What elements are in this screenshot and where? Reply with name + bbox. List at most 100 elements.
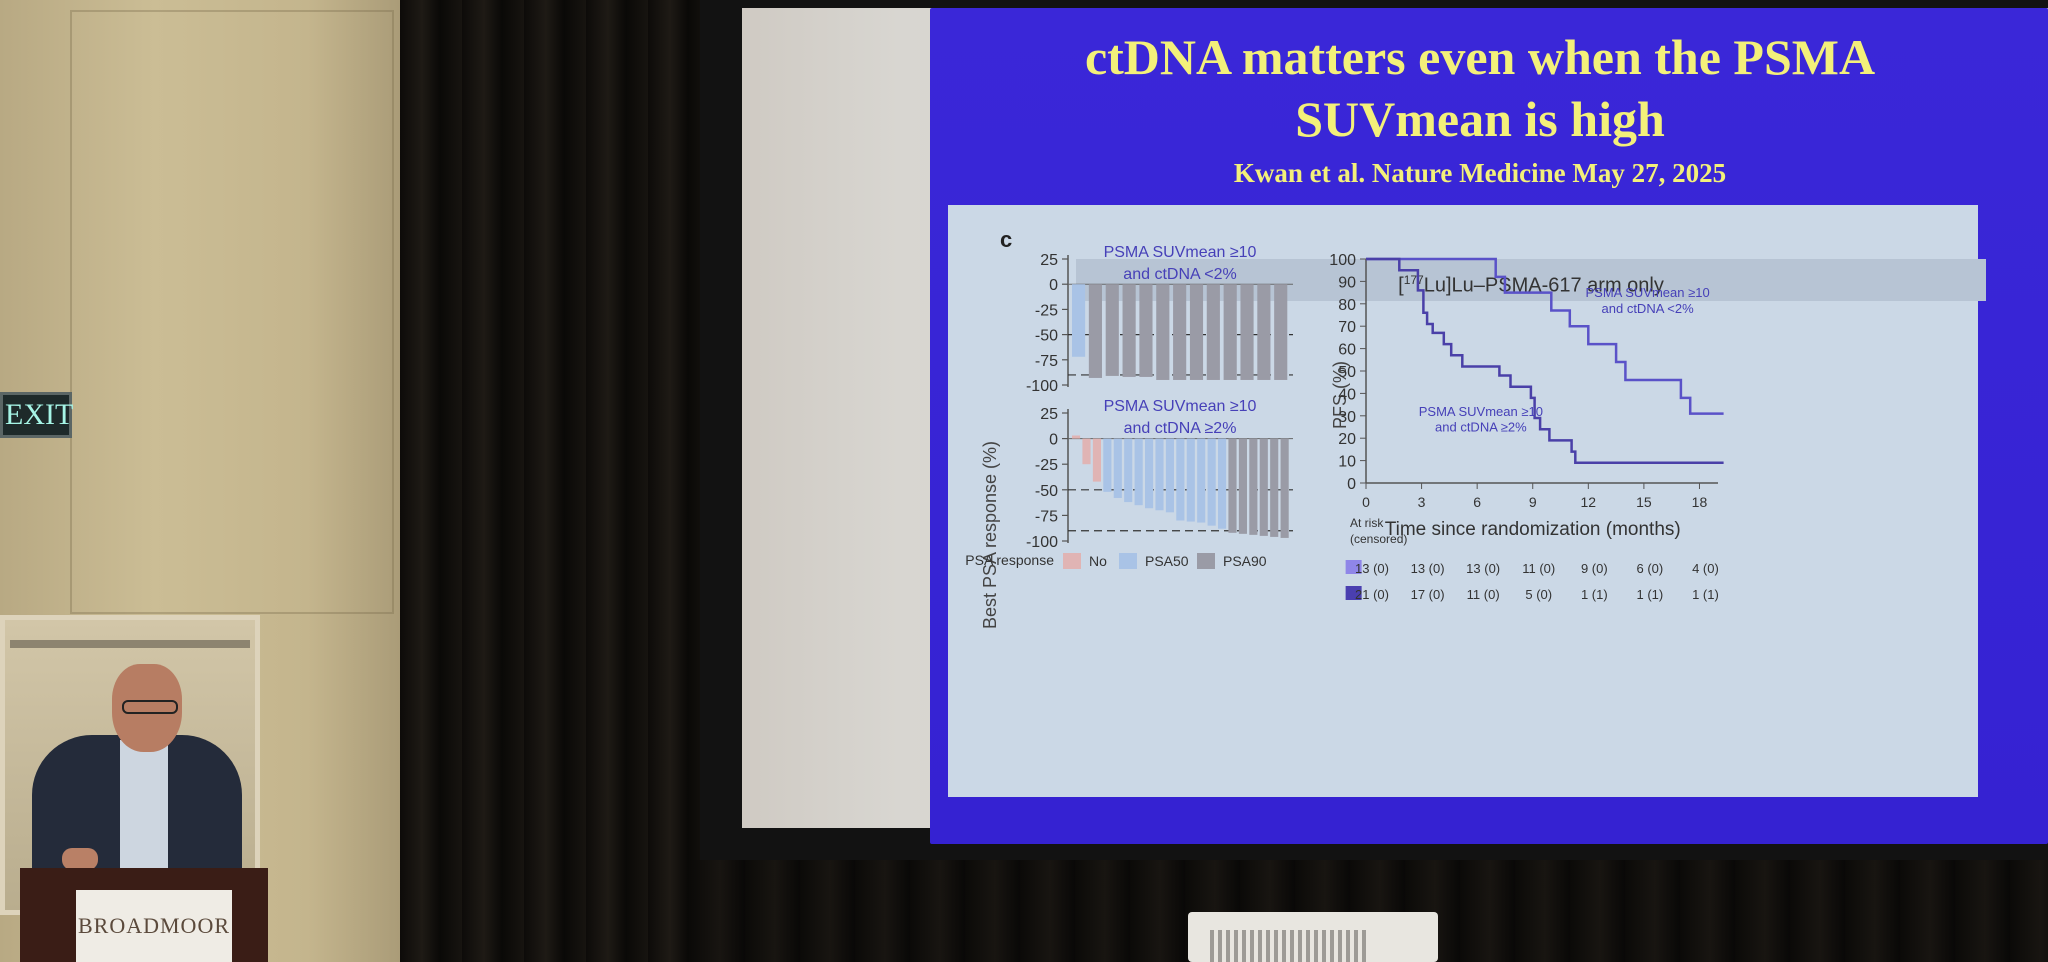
waterfall-bottom-bar: [1176, 438, 1185, 521]
speaker-shirt: [120, 740, 168, 870]
waterfall-top-tick-label: 25: [1040, 252, 1058, 269]
at-risk-cell: 1 (1): [1581, 587, 1608, 602]
waterfall-bottom-tick-label: -50: [1035, 483, 1058, 500]
speaker-glasses: [122, 700, 178, 714]
figure-charts: Best PSA response (%) PFS (%) 25 0 -25 -50 -…: [965, 244, 1724, 629]
km-y-tick-label: 40: [1338, 386, 1356, 403]
stage-curtain: [400, 0, 700, 962]
wall-panel: [70, 10, 394, 614]
waterfall-top-bar: [1122, 284, 1136, 377]
waterfall-bottom-bar: [1165, 438, 1174, 513]
waterfall-top-tick-label: -75: [1035, 353, 1058, 370]
waterfall-y-axis-label: Best PSA response (%): [980, 441, 1000, 629]
at-risk-label-line1: At risk: [1350, 516, 1384, 530]
waterfall-top-bar: [1274, 284, 1288, 380]
waterfall-top-bar: [1156, 284, 1170, 380]
km-y-axis-label: PFS (%): [1330, 361, 1350, 429]
km-x-tick-label: 9: [1529, 494, 1537, 510]
at-risk-cell: 11 (0): [1522, 561, 1555, 576]
km-y-tick-label: 0: [1347, 476, 1356, 493]
speaker-hand: [62, 848, 98, 870]
projector-grill: [1210, 930, 1370, 962]
at-risk-cell: 9 (0): [1581, 561, 1608, 576]
legend-swatch: [1063, 553, 1081, 569]
legend-swatch: [1119, 553, 1137, 569]
at-risk-cell: 13 (0): [1411, 561, 1445, 576]
at-risk-row-swatch: [1345, 586, 1362, 600]
at-risk-cell: 13 (0): [1355, 561, 1389, 576]
km-x-axis-label: Time since randomization (months): [1385, 519, 1681, 540]
at-risk-cell: 17 (0): [1411, 587, 1445, 602]
waterfall-bottom-bar: [1186, 438, 1195, 522]
slide-title-line1: ctDNA matters even when the PSMA: [1084, 29, 1876, 85]
at-risk-cell: 21 (0): [1355, 587, 1389, 602]
waterfall-top-tick-label: -100: [1026, 378, 1058, 395]
waterfall-bottom-bar: [1249, 438, 1258, 535]
waterfall-top-bar: [1223, 284, 1237, 380]
at-risk-cell: 1 (1): [1692, 587, 1719, 602]
waterfall-bottom-bar: [1280, 438, 1289, 538]
waterfall-bottom-bar: [1072, 435, 1081, 439]
km-series-1-label-line2: and ctDNA <2%: [1602, 301, 1695, 316]
km-x-tick-label: 12: [1581, 494, 1597, 510]
km-series-1-line: [1366, 257, 1724, 415]
waterfall-top-bar: [1240, 284, 1254, 380]
at-risk-label-line2: (censored): [1350, 532, 1407, 546]
door-bar: [10, 640, 250, 648]
waterfall-bottom-tick-label: 0: [1049, 432, 1058, 449]
km-y-tick-label: 60: [1338, 342, 1356, 359]
km-y-tick-label: 20: [1338, 431, 1356, 448]
at-risk-cell: 11 (0): [1467, 587, 1500, 602]
exit-sign: EXIT: [0, 392, 73, 438]
km-x-tick-label: 18: [1692, 494, 1708, 510]
waterfall-bottom-bar: [1197, 438, 1206, 523]
waterfall-bottom-bar: [1145, 438, 1154, 509]
waterfall-top-bar: [1257, 284, 1271, 380]
km-series-1-label-line1: PSMA SUVmean ≥10: [1585, 285, 1709, 300]
slide-title-line2: SUVmean is high: [1295, 91, 1665, 147]
km-y-tick-label: 90: [1338, 274, 1356, 291]
km-x-tick-label: 15: [1636, 494, 1652, 510]
waterfall-top-tick-label: -25: [1035, 302, 1058, 319]
panel-letter: c: [1000, 227, 1013, 252]
at-risk-cell: 5 (0): [1525, 587, 1552, 602]
waterfall-bottom-tick-label: -100: [1026, 534, 1058, 551]
legend-label: PSA50: [1145, 553, 1189, 569]
km-series-2-line: [1366, 257, 1724, 465]
waterfall-bottom-bar: [1207, 438, 1216, 526]
at-risk-cell: 13 (0): [1466, 561, 1500, 576]
waterfall-top-bar: [1173, 284, 1187, 380]
waterfall-bottom-annotation-line1: PSMA SUVmean ≥10: [1104, 398, 1257, 415]
waterfall-bottom-bar: [1270, 438, 1279, 537]
waterfall-bottom-bar: [1238, 438, 1247, 534]
waterfall-top-annotation-line2: and ctDNA <2%: [1123, 266, 1236, 283]
legend-label: No: [1089, 553, 1107, 569]
waterfall-bottom-tick-label: -75: [1035, 508, 1058, 525]
waterfall-top-bar: [1139, 284, 1153, 377]
at-risk-cell: 1 (1): [1637, 587, 1664, 602]
waterfall-top-bar: [1072, 284, 1086, 357]
waterfall-top-bar: [1189, 284, 1204, 380]
waterfall-bottom-bar: [1103, 438, 1112, 492]
legend-label: PSA90: [1223, 553, 1267, 569]
waterfall-bottom-tick-label: -25: [1035, 457, 1058, 474]
waterfall-bottom-bar: [1218, 438, 1227, 529]
km-series-2-label-line2: and ctDNA ≥2%: [1435, 419, 1527, 434]
km-y-tick-label: 100: [1329, 252, 1356, 269]
waterfall-bottom-bar: [1082, 438, 1091, 465]
legend-title: PSA response: [965, 552, 1054, 568]
figure-panel: c [177Lu]Lu–PSMA-617 arm only Best PSA r…: [948, 205, 1986, 797]
km-x-tick-label: 3: [1418, 494, 1426, 510]
legend-swatch: [1197, 553, 1215, 569]
waterfall-bottom-bar: [1124, 438, 1133, 503]
waterfall-top-tick-label: 0: [1049, 277, 1058, 294]
km-series-2-label-line1: PSMA SUVmean ≥10: [1419, 404, 1543, 419]
waterfall-top-bar: [1206, 284, 1220, 380]
waterfall-bottom-bar: [1134, 438, 1143, 506]
waterfall-bottom-bar: [1092, 438, 1101, 482]
waterfall-top-tick-label: -50: [1035, 328, 1058, 345]
podium-sign: BROADMOOR: [76, 890, 232, 962]
waterfall-bottom-annotation-line2: and ctDNA ≥2%: [1124, 420, 1237, 437]
waterfall-bottom-bar: [1113, 438, 1122, 498]
at-risk-cell: 6 (0): [1637, 561, 1664, 576]
